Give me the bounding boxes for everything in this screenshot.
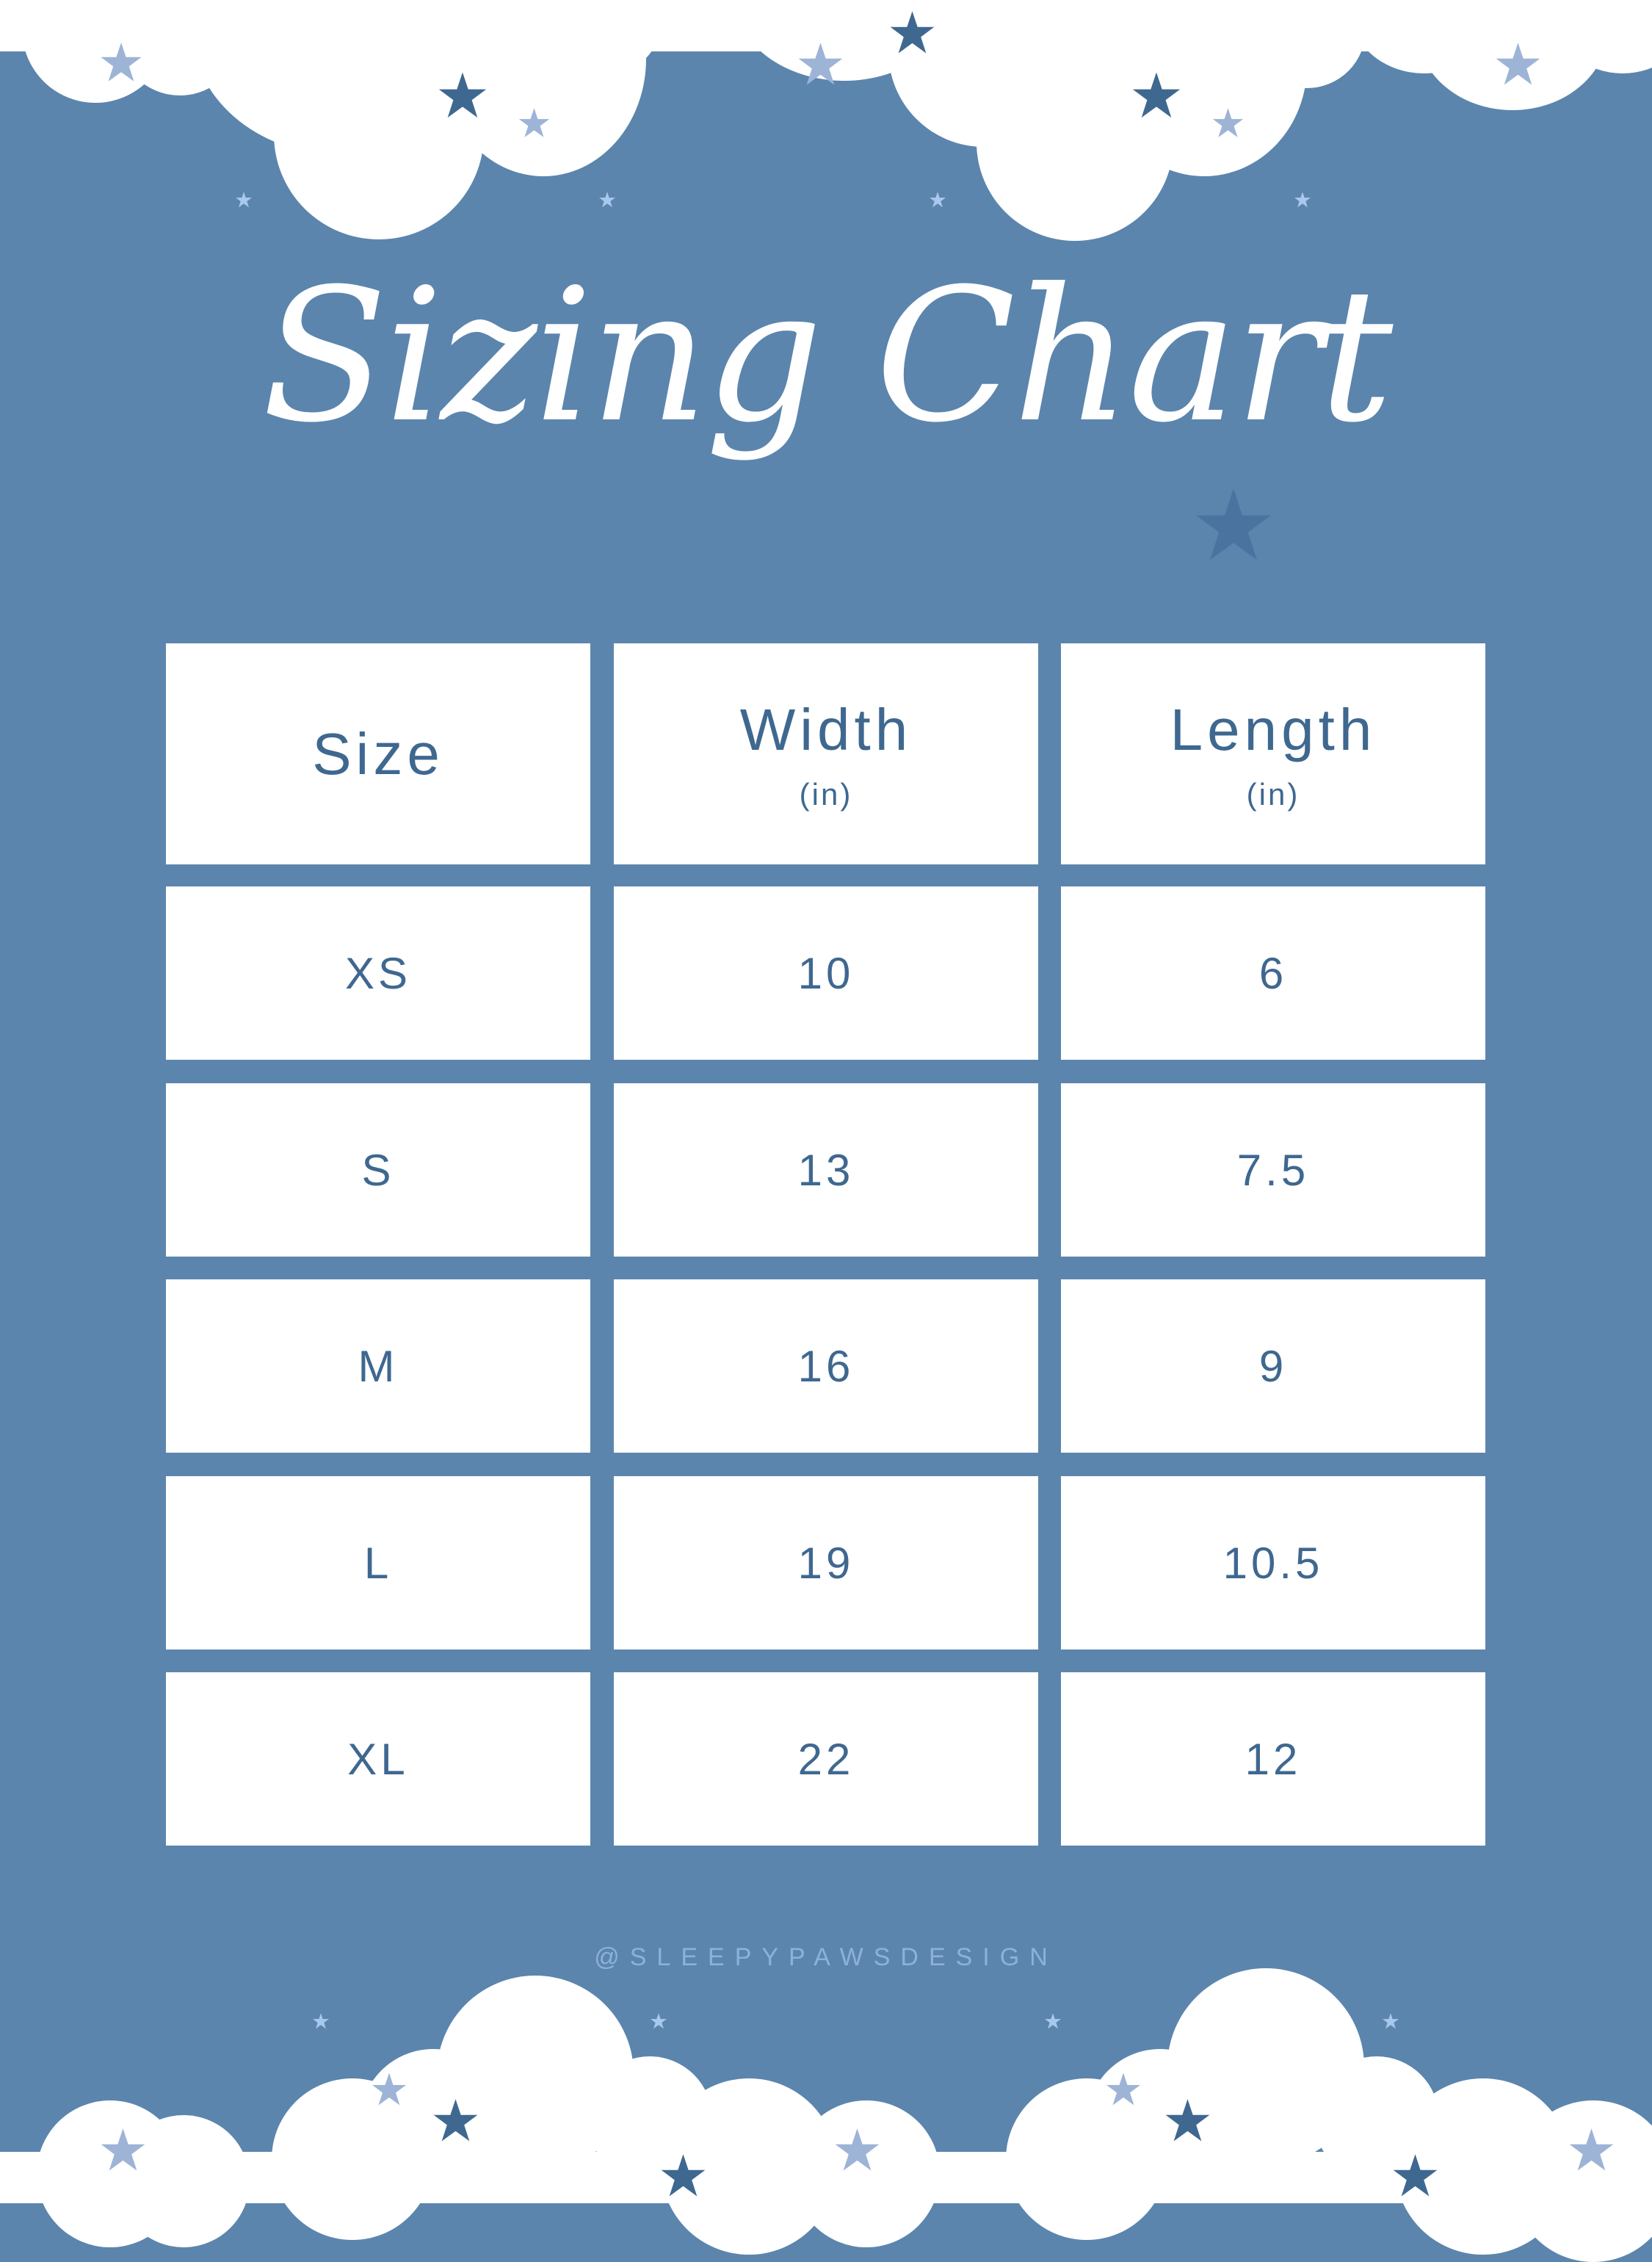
- star-icon: [1132, 72, 1181, 118]
- star-icon: [101, 43, 142, 82]
- table-cell: 10.5: [1061, 1476, 1485, 1649]
- table-cell: 19: [614, 1476, 1038, 1649]
- star-icon: [372, 2073, 406, 2106]
- table-cell: 7.5: [1061, 1083, 1485, 1257]
- header-length: Length (in): [1061, 643, 1485, 864]
- table-cell: S: [166, 1083, 590, 1257]
- star-icon: [798, 43, 843, 85]
- star-icon: [433, 2099, 478, 2142]
- star-icon: [101, 2128, 145, 2171]
- star-icon: [890, 11, 935, 54]
- star-icon: [929, 192, 946, 208]
- star-icon: [438, 72, 487, 118]
- star-icon: [1382, 2013, 1399, 2029]
- header-label: Size: [312, 720, 444, 787]
- table-cell: 10: [614, 886, 1038, 1060]
- star-icon: [1212, 108, 1244, 137]
- header-unit: (in): [1246, 776, 1300, 812]
- header-label: Length: [1170, 696, 1377, 762]
- star-icon: [598, 192, 616, 208]
- star-icon: [835, 2128, 880, 2171]
- star-icon: [235, 192, 253, 208]
- table-cell: 9: [1061, 1279, 1485, 1453]
- table-cell: M: [166, 1279, 590, 1453]
- table-cell: L: [166, 1476, 590, 1649]
- header-unit: (in): [799, 776, 853, 812]
- table-cell: XL: [166, 1672, 590, 1846]
- table-cell: 22: [614, 1672, 1038, 1846]
- star-icon: [650, 2013, 667, 2029]
- header-label: Width: [739, 696, 913, 762]
- table-cell: 13: [614, 1083, 1038, 1257]
- header-width: Width (in): [614, 643, 1038, 864]
- page-title: Sizing Chart: [261, 249, 1394, 463]
- star-icon: [1196, 488, 1271, 560]
- table-cell: XS: [166, 886, 590, 1060]
- header-size: Size: [166, 643, 590, 864]
- star-icon: [518, 108, 550, 137]
- star-icon: [1393, 2154, 1438, 2197]
- table-cell: 12: [1061, 1672, 1485, 1846]
- star-icon: [1165, 2099, 1210, 2142]
- star-icon: [312, 2013, 330, 2029]
- star-icon: [1106, 2073, 1140, 2106]
- footer-handle: @SLEEPYPAWSDESIGN: [594, 1943, 1058, 1971]
- star-icon: [1044, 2013, 1062, 2029]
- star-icon: [661, 2154, 706, 2197]
- table-cell: 16: [614, 1279, 1038, 1453]
- table-cell: 6: [1061, 886, 1485, 1060]
- star-icon: [1569, 2128, 1614, 2171]
- star-icon: [1294, 192, 1311, 208]
- star-icon: [1496, 43, 1540, 85]
